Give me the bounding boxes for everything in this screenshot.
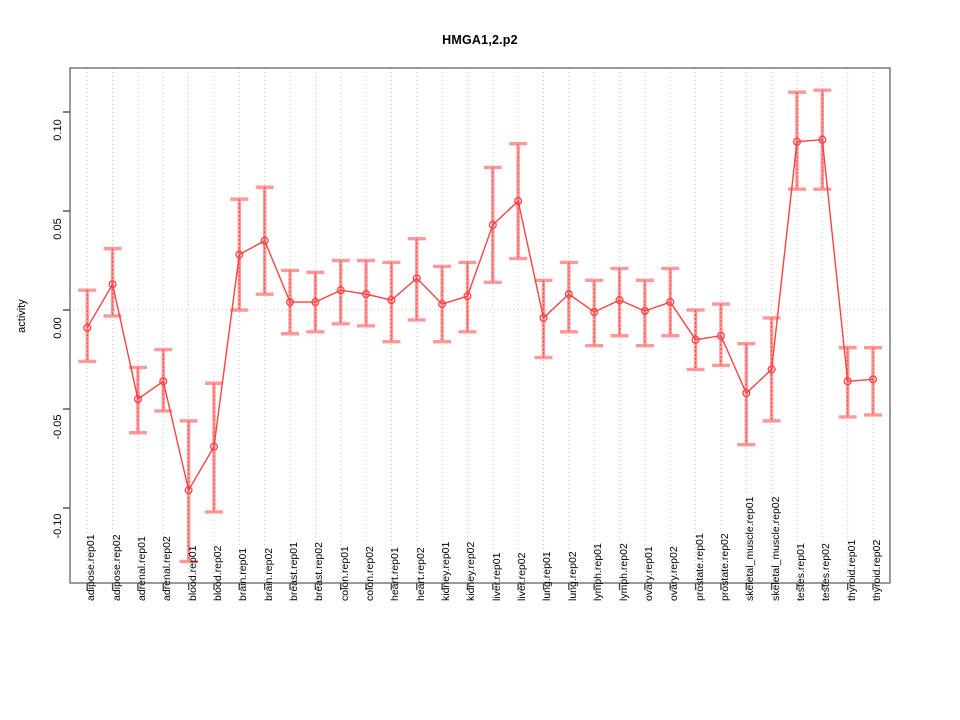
data-point-marker [615,296,624,305]
x-tick-label: blood.rep01 [186,545,199,601]
data-point-marker [742,389,751,398]
x-tick-label: colon.rep01 [338,546,351,601]
data-point-marker [843,377,852,386]
y-tick-label: -0.10 [52,513,64,539]
data-point-marker [463,292,472,301]
data-point-marker [640,306,649,316]
x-tick-label: skeletal_muscle.rep02 [769,496,782,601]
x-tick-label: kidney.rep01 [440,541,453,601]
x-tick-label: lung.rep02 [566,551,579,601]
x-tick-label: blood.rep02 [211,545,224,601]
x-tick-label: ovary.rep01 [642,546,655,601]
data-point-marker [311,298,320,307]
x-tick-label: thyroid.rep02 [871,539,884,601]
x-tick-label: testes.rep02 [820,543,833,601]
data-line [86,138,874,493]
data-points [83,135,878,495]
x-tick-label: thyroid.rep01 [845,539,858,601]
data-point-marker [336,286,345,295]
data-point-marker [159,377,168,386]
data-point-marker [666,298,675,307]
data-point-marker [133,395,142,404]
data-point-marker [691,335,700,344]
data-point-marker [792,137,802,146]
x-tick-label: colon.rep02 [364,546,377,601]
data-point-marker [108,280,117,289]
x-tick-label: liver.rep01 [490,552,503,601]
data-point-marker [767,365,776,374]
data-point-marker [488,220,497,229]
x-tick-label: ovary.rep02 [668,546,681,601]
x-tick-label: adipose.rep02 [110,534,123,601]
x-tick-label: brain.rep02 [262,547,275,601]
data-point-marker [285,298,295,307]
error-bar-dashes [86,90,874,562]
y-axis-ticks [63,111,70,509]
y-tick-label: 0.05 [52,218,64,240]
x-tick-label: testes.rep01 [794,543,807,601]
data-point-marker [209,442,219,451]
data-point-marker [260,236,269,245]
y-tick-label: -0.05 [52,414,64,440]
x-tick-label: adrenal.rep02 [161,536,174,601]
data-point-marker [412,274,421,283]
data-point-marker [868,375,878,384]
x-tick-label: breast.rep02 [313,542,326,601]
data-point-marker [235,250,244,259]
data-point-marker [362,290,371,299]
x-tick-label: kidney.rep02 [465,541,478,601]
data-point-marker [564,290,573,299]
x-tick-label: lymph.rep01 [592,543,605,601]
x-tick-label: lung.rep01 [541,551,554,601]
error-bars [78,88,883,564]
data-point-marker [184,486,193,495]
x-tick-label: prostate.rep02 [718,533,731,601]
x-tick-label: adrenal.rep01 [135,536,148,601]
x-tick-label: heart.rep02 [414,547,427,601]
chart-title: HMGA1,2.p2 [442,33,518,47]
x-tick-label: skeletal_muscle.rep01 [744,496,757,601]
data-point-marker [387,296,396,305]
data-point-marker [590,307,599,317]
data-point-marker [716,331,725,340]
data-point-marker [83,323,92,332]
y-tick-label: 0.10 [52,119,64,141]
plot-box-frame [69,67,891,584]
data-point-marker [514,197,523,206]
x-tick-label: prostate.rep01 [693,533,706,601]
data-point-marker [438,300,447,309]
x-tick-label: breast.rep01 [288,542,301,601]
x-tick-label: liver.rep02 [516,552,529,601]
x-tick-label: brain.rep01 [237,547,250,601]
x-axis-ticks [86,583,874,590]
x-tick-label: adipose.rep01 [85,534,98,601]
data-point-marker [539,313,548,322]
x-tick-label: lymph.rep02 [617,543,630,601]
x-tick-label: heart.rep01 [389,547,402,601]
y-tick-label: 0.00 [52,317,64,339]
data-point-marker [818,135,827,144]
